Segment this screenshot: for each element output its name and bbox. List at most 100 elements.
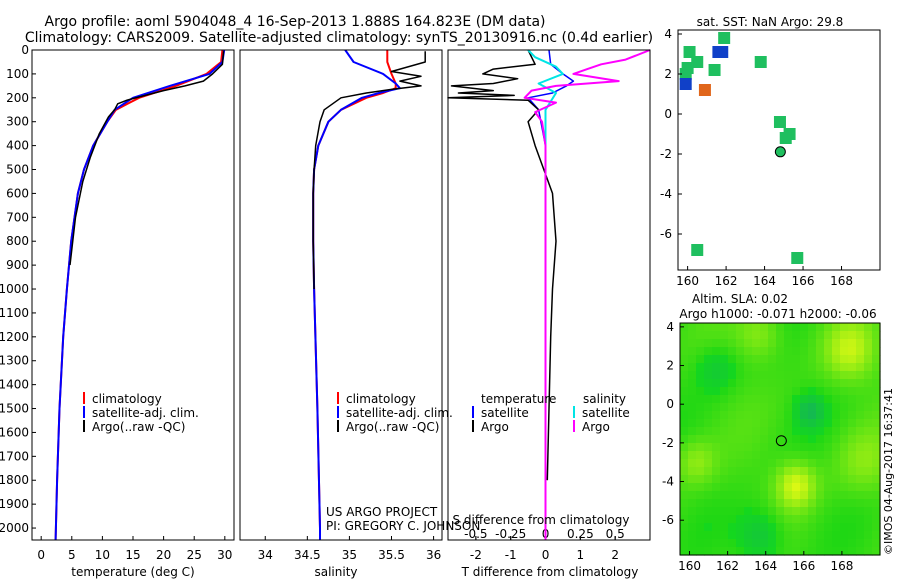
- sla-cell: [864, 355, 873, 364]
- sla-cell: [800, 347, 809, 356]
- sla-cell: [808, 483, 817, 492]
- difference-legend-t-argo: Argo: [481, 420, 509, 434]
- map-y-tick-label: 0: [666, 397, 674, 411]
- sla-cell: [728, 323, 737, 332]
- sla-map-subtitle: Argo h1000: -0.071 h2000: -0.06: [679, 307, 876, 321]
- map-y-tick-label: 2: [666, 359, 674, 373]
- difference-legend-s-argo: Argo: [582, 420, 610, 434]
- sla-cell: [696, 491, 705, 500]
- sla-cell: [752, 443, 761, 452]
- sla-cell: [792, 387, 801, 396]
- sla-cell: [784, 411, 793, 420]
- sla-cell: [776, 387, 785, 396]
- difference-legend-t-satellite: satellite: [481, 406, 529, 420]
- sla-cell: [800, 363, 809, 372]
- depth-tick-label: 800: [6, 234, 29, 248]
- sla-cell: [816, 387, 825, 396]
- sla-cell: [720, 403, 729, 412]
- sla-cell: [840, 539, 849, 548]
- sla-cell: [872, 419, 881, 428]
- sla-cell: [728, 451, 737, 460]
- sla-cell: [840, 355, 849, 364]
- sla-cell: [824, 411, 833, 420]
- map-x-tick-label: 160: [678, 559, 701, 573]
- sla-cell: [840, 379, 849, 388]
- sla-cell: [872, 387, 881, 396]
- sla-cell: [752, 491, 761, 500]
- sla-cell: [728, 435, 737, 444]
- sla-cell: [832, 347, 841, 356]
- sla-cell: [768, 515, 777, 524]
- sla-cell: [728, 331, 737, 340]
- sla-cell: [848, 419, 857, 428]
- sla-cell: [696, 467, 705, 476]
- sla-cell: [752, 339, 761, 348]
- sla-cell: [856, 427, 865, 436]
- sla-cell: [736, 531, 745, 540]
- depth-tick-label: 500: [6, 163, 29, 177]
- imos-timestamp: ©IMOS 04-Aug-2017 16:37:41: [882, 388, 895, 555]
- sla-cell: [760, 523, 769, 532]
- sla-cell: [704, 451, 713, 460]
- sla-cell: [760, 539, 769, 548]
- sla-cell: [720, 451, 729, 460]
- sla-cell: [760, 339, 769, 348]
- sla-cell: [840, 371, 849, 380]
- sla-cell: [856, 475, 865, 484]
- sla-cell: [704, 379, 713, 388]
- sla-cell: [808, 539, 817, 548]
- sla-cell: [688, 523, 697, 532]
- sla-cell: [872, 523, 881, 532]
- sla-cell: [776, 443, 785, 452]
- depth-tick-label: 0: [21, 43, 29, 57]
- sla-cell: [696, 403, 705, 412]
- map-y-tick-label: -2: [660, 147, 672, 161]
- sla-cell: [800, 523, 809, 532]
- sla-cell: [760, 331, 769, 340]
- sla-cell: [792, 539, 801, 548]
- map-x-tick-label: 164: [753, 274, 776, 288]
- sla-cell: [768, 507, 777, 516]
- sla-cell: [680, 323, 689, 332]
- sla-cell: [840, 363, 849, 372]
- project-credit: US ARGO PROJECT: [326, 505, 438, 519]
- sla-cell: [808, 491, 817, 500]
- sla-cell: [736, 467, 745, 476]
- x-tick-label: 0: [37, 548, 45, 562]
- sla-cell: [824, 515, 833, 524]
- sla-cell: [688, 483, 697, 492]
- sla-cell: [856, 435, 865, 444]
- x-tick-label: 36: [426, 548, 441, 562]
- sla-cell: [800, 371, 809, 380]
- sla-cell: [840, 435, 849, 444]
- x-tick-label: -0.5: [464, 527, 487, 541]
- sla-cell: [824, 467, 833, 476]
- sla-cell: [736, 475, 745, 484]
- sla-cell: [832, 491, 841, 500]
- sla-cell: [800, 451, 809, 460]
- sla-cell: [688, 507, 697, 516]
- sla-cell: [864, 427, 873, 436]
- depth-tick-label: 1200: [0, 330, 29, 344]
- sla-cell: [800, 531, 809, 540]
- sla-cell: [864, 539, 873, 548]
- sla-cell: [760, 491, 769, 500]
- sla-cell: [824, 539, 833, 548]
- sla-cell: [832, 339, 841, 348]
- sla-cell: [752, 475, 761, 484]
- sla-cell: [744, 515, 753, 524]
- sla-cell: [824, 499, 833, 508]
- sla-cell: [856, 491, 865, 500]
- sla-cell: [824, 547, 833, 556]
- sla-cell: [800, 475, 809, 484]
- sla-cell: [824, 323, 833, 332]
- sla-cell: [824, 475, 833, 484]
- sla-cell: [720, 435, 729, 444]
- sla-cell: [808, 467, 817, 476]
- map-y-tick-label: -6: [660, 227, 672, 241]
- sla-cell: [800, 419, 809, 428]
- sla-cell: [824, 355, 833, 364]
- difference-lines: [447, 49, 651, 540]
- sla-cell: [736, 411, 745, 420]
- sla-cell: [752, 515, 761, 524]
